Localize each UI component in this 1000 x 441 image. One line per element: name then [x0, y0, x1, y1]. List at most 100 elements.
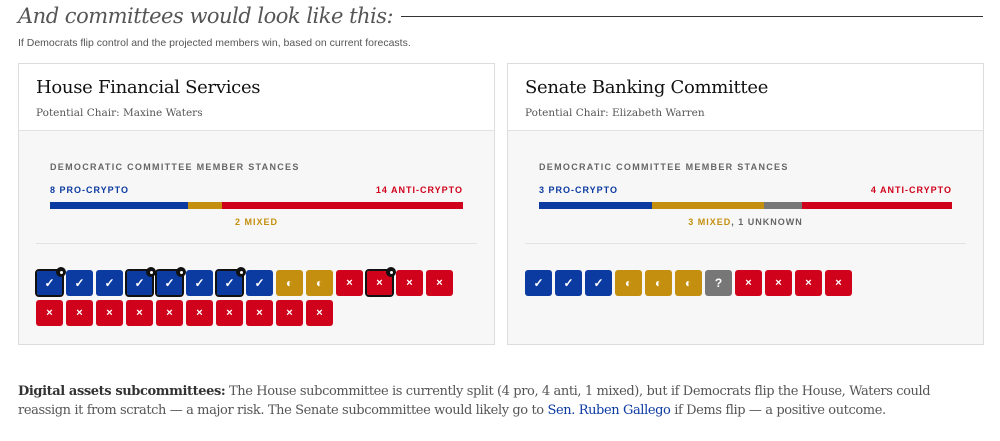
section-subtitle: If Democrats flip control and the projec… — [18, 37, 411, 49]
member-tile-mixed[interactable]: ◐ — [276, 270, 303, 296]
member-tile-anti[interactable]: × — [396, 270, 423, 296]
half-circle-icon: ◐ — [684, 276, 693, 290]
footer-bold: Digital assets subcommittees: — [18, 384, 226, 399]
card-header: Senate Banking Committee Potential Chair:… — [508, 64, 983, 131]
x-icon: × — [256, 307, 263, 319]
member-tile-anti[interactable]: × — [365, 267, 396, 297]
committee-name: Senate Banking Committee — [525, 77, 769, 98]
member-tile-anti[interactable]: × — [426, 270, 453, 296]
card-header: House Financial Services Potential Chair:… — [19, 64, 494, 131]
member-tile-pro[interactable]: ✓ — [125, 267, 156, 297]
highlight-badge-icon — [56, 267, 66, 277]
member-tile-anti[interactable]: × — [336, 270, 363, 296]
bar-segment-unknown — [764, 202, 802, 209]
member-tile-pro[interactable]: ✓ — [585, 270, 612, 296]
half-circle-icon: ◐ — [315, 276, 324, 290]
potential-chair: Potential Chair: Maxine Waters — [36, 107, 203, 119]
member-tile-anti[interactable]: × — [66, 300, 93, 326]
divider — [36, 243, 477, 244]
member-tile-anti[interactable]: × — [735, 270, 762, 296]
x-icon: × — [376, 277, 383, 289]
member-tile-anti[interactable]: × — [825, 270, 852, 296]
section-title: And committees would look like this: — [18, 4, 394, 28]
committee-card-house: House Financial Services Potential Chair:… — [18, 63, 495, 345]
x-icon: × — [346, 277, 353, 289]
check-icon: ✓ — [194, 276, 205, 290]
member-tile-anti[interactable]: × — [156, 300, 183, 326]
half-circle-icon: ◐ — [624, 276, 633, 290]
pro-count: 8 PRO-CRYPTO — [50, 185, 130, 195]
member-tile-anti[interactable]: × — [765, 270, 792, 296]
x-icon: × — [775, 277, 782, 289]
member-tile-pro[interactable]: ✓ — [555, 270, 582, 296]
member-tiles: ✓ ✓ ✓ ✓ ✓ ✓ ✓ ✓ ◐ ◐ × × × × × × × × × × × × × × — [35, 267, 476, 326]
half-circle-icon: ◐ — [654, 276, 663, 290]
member-tiles: ✓ ✓ ✓ ◐ ◐ ◐? × × × × — [525, 270, 965, 296]
check-icon: ✓ — [44, 276, 55, 290]
bar-segment-mixed — [187, 202, 223, 209]
check-icon: ✓ — [164, 276, 175, 290]
gallego-link[interactable]: Sen. Ruben Gallego — [547, 403, 671, 418]
committee-name: House Financial Services — [36, 77, 261, 98]
member-tile-pro[interactable]: ✓ — [246, 270, 273, 296]
footer-paragraph: Digital assets subcommittees: The House … — [18, 382, 983, 420]
highlight-badge-icon — [386, 267, 396, 277]
member-tile-pro[interactable]: ✓ — [525, 270, 552, 296]
section-header: And committees would look like this: — [18, 4, 983, 28]
unknown-count: 1 UNKNOWN — [738, 217, 803, 227]
footer-text-end: if Dems flip — a positive outcome. — [670, 403, 886, 418]
member-tile-anti[interactable]: × — [795, 270, 822, 296]
member-tile-pro[interactable]: ✓ — [186, 270, 213, 296]
check-icon: ✓ — [593, 276, 604, 290]
member-tile-mixed[interactable]: ◐ — [645, 270, 672, 296]
member-tile-pro[interactable]: ✓ — [215, 267, 246, 297]
stances-summary: DEMOCRATIC COMMITTEE MEMBER STANCES 3 PR… — [539, 162, 952, 227]
member-tile-anti[interactable]: × — [306, 300, 333, 326]
member-tile-mixed[interactable]: ◐ — [675, 270, 702, 296]
check-icon: ✓ — [104, 276, 115, 290]
half-circle-icon: ◐ — [285, 276, 294, 290]
check-icon: ✓ — [533, 276, 544, 290]
x-icon: × — [316, 307, 323, 319]
bar-segment-anti — [801, 202, 952, 209]
member-tile-pro[interactable]: ✓ — [155, 267, 186, 297]
member-tile-pro[interactable]: ✓ — [96, 270, 123, 296]
x-icon: × — [46, 307, 53, 319]
stance-bar — [539, 202, 952, 209]
check-icon: ✓ — [563, 276, 574, 290]
pro-count: 3 PRO-CRYPTO — [539, 185, 619, 195]
check-icon: ✓ — [134, 276, 145, 290]
member-tile-anti[interactable]: × — [276, 300, 303, 326]
member-tile-pro[interactable]: ✓ — [35, 267, 66, 297]
x-icon: × — [136, 307, 143, 319]
x-icon: × — [226, 307, 233, 319]
question-icon: ? — [714, 276, 723, 290]
x-icon: × — [196, 307, 203, 319]
mixed-count: 2 MIXED — [234, 217, 278, 227]
anti-count: 14 ANTI-CRYPTO — [375, 185, 463, 195]
highlight-badge-icon — [176, 267, 186, 277]
stances-label: DEMOCRATIC COMMITTEE MEMBER STANCES — [50, 162, 300, 172]
bar-segment-anti — [222, 202, 463, 209]
member-tile-mixed[interactable]: ◐ — [306, 270, 333, 296]
member-tile-anti[interactable]: × — [246, 300, 273, 326]
member-tile-anti[interactable]: × — [126, 300, 153, 326]
highlight-badge-icon — [146, 267, 156, 277]
stances-summary: DEMOCRATIC COMMITTEE MEMBER STANCES 8 PR… — [50, 162, 463, 227]
member-tile-unknown[interactable]: ? — [705, 270, 732, 296]
check-icon: ✓ — [74, 276, 85, 290]
bar-segment-mixed — [651, 202, 765, 209]
member-tile-pro[interactable]: ✓ — [66, 270, 93, 296]
member-tile-mixed[interactable]: ◐ — [615, 270, 642, 296]
x-icon: × — [805, 277, 812, 289]
highlight-badge-icon — [236, 267, 246, 277]
member-tile-anti[interactable]: × — [36, 300, 63, 326]
anti-count: 4 ANTI-CRYPTO — [870, 185, 952, 195]
x-icon: × — [406, 277, 413, 289]
member-tile-anti[interactable]: × — [216, 300, 243, 326]
x-icon: × — [106, 307, 113, 319]
member-tile-anti[interactable]: × — [96, 300, 123, 326]
member-tile-anti[interactable]: × — [186, 300, 213, 326]
x-icon: × — [745, 277, 752, 289]
divider — [525, 243, 966, 244]
